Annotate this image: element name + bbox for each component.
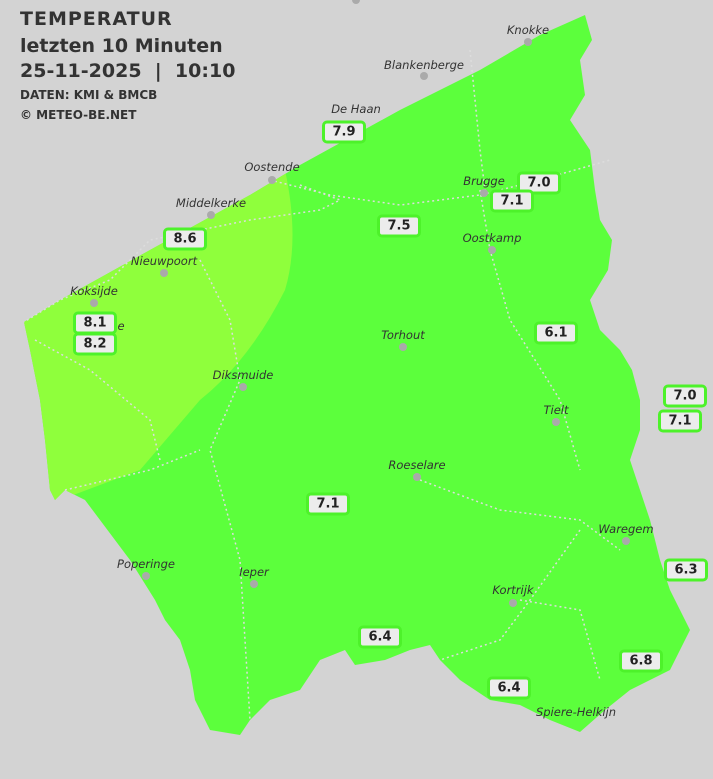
copyright: © METEO-BE.NET	[20, 108, 137, 122]
city-label: Diksmuide	[212, 368, 274, 382]
city-label: Knokke	[506, 23, 550, 37]
city-dot	[250, 580, 258, 588]
datetime: 25-11-2025 | 10:10	[20, 60, 236, 82]
temperature-reading: 8.6	[163, 227, 207, 251]
city-dot	[552, 418, 560, 426]
city-label: Ieper	[239, 565, 269, 579]
temperature-reading: 7.1	[658, 409, 702, 433]
city-label: Koksijde	[70, 284, 118, 298]
city-dot	[268, 176, 276, 184]
temperature-reading: 7.0	[517, 171, 561, 195]
subtitle: letzten 10 Minuten	[20, 35, 223, 57]
city-dot	[399, 343, 407, 351]
city-dot	[142, 572, 150, 580]
temperature-reading: 8.2	[73, 332, 117, 356]
zone-8	[24, 170, 293, 500]
city-dot	[524, 38, 532, 46]
city-dot	[239, 383, 247, 391]
city-dot	[413, 473, 421, 481]
city-dot	[480, 189, 488, 197]
city-dot	[488, 246, 496, 254]
city-label: Spiere-Helkijn	[535, 705, 617, 719]
city-label: Poperinge	[117, 557, 175, 571]
city-dot	[160, 269, 168, 277]
temperature-reading: 7.0	[663, 384, 707, 408]
temperature-reading: 8.1	[73, 311, 117, 335]
city-label: De Haan	[331, 102, 381, 116]
temperature-reading: 7.1	[490, 189, 534, 213]
temperature-reading: 6.4	[358, 625, 402, 649]
city-dot	[352, 0, 360, 4]
city-label: Blankenberge	[384, 58, 464, 72]
city-label: e	[117, 319, 125, 333]
city-label: Middelkerke	[175, 196, 247, 210]
city-label: Roeselare	[388, 458, 446, 472]
city-dot	[509, 599, 517, 607]
city-dot	[90, 299, 98, 307]
title: TEMPERATUR	[20, 8, 173, 30]
city-label: Kortrijk	[492, 583, 534, 597]
temperature-reading: 6.1	[534, 321, 578, 345]
city-label: Brugge	[463, 174, 505, 188]
city-label: Oostkamp	[462, 231, 522, 245]
temperature-reading: 6.4	[487, 676, 531, 700]
city-label: Oostende	[244, 160, 300, 174]
city-dot	[622, 537, 630, 545]
city-label: Torhout	[381, 328, 425, 342]
city-label: Nieuwpoort	[130, 254, 198, 268]
temperature-reading: 7.5	[377, 214, 421, 238]
temperature-reading: 6.3	[664, 558, 708, 582]
source: DATEN: KMI & BMCB	[20, 88, 158, 102]
city-dot	[420, 72, 428, 80]
city-dot	[207, 211, 215, 219]
city-label: Waregem	[598, 522, 654, 536]
temperature-reading: 7.1	[306, 492, 350, 516]
temperature-reading: 6.8	[619, 649, 663, 673]
temperature-reading: 7.9	[322, 120, 366, 144]
city-label: Tielt	[543, 403, 569, 417]
